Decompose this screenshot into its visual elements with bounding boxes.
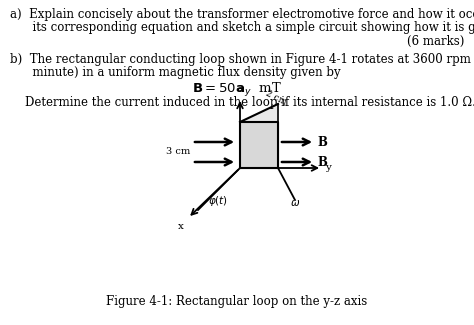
Text: b)  The rectangular conducting loop shown in Figure 4-1 rotates at 3600 rpm (rev: b) The rectangular conducting loop shown…: [10, 53, 474, 66]
Text: (6 marks): (6 marks): [407, 35, 464, 48]
Polygon shape: [240, 104, 278, 122]
Text: a)  Explain concisely about the transformer electromotive force and how it occur: a) Explain concisely about the transform…: [10, 8, 474, 21]
Text: $\varphi(t)$: $\varphi(t)$: [208, 194, 228, 208]
Text: 2 cm: 2 cm: [264, 89, 288, 107]
Text: z: z: [238, 85, 244, 94]
Polygon shape: [240, 122, 278, 168]
Text: $\omega$: $\omega$: [290, 198, 300, 208]
Text: B: B: [317, 136, 327, 149]
Text: $\mathbf{B} = 50\mathbf{a}_{y}$  mT: $\mathbf{B} = 50\mathbf{a}_{y}$ mT: [192, 81, 282, 99]
Text: x: x: [178, 222, 184, 231]
Text: Figure 4-1: Rectangular loop on the y-z axis: Figure 4-1: Rectangular loop on the y-z …: [106, 295, 368, 308]
Text: B: B: [317, 155, 327, 168]
Text: its corresponding equation and sketch a simple circuit showing how it is generat: its corresponding equation and sketch a …: [10, 21, 474, 34]
Text: Determine the current induced in the loop if its internal resistance is 1.0 Ω.: Determine the current induced in the loo…: [10, 96, 474, 109]
Text: minute) in a uniform magnetic flux density given by: minute) in a uniform magnetic flux densi…: [10, 66, 341, 79]
Text: y: y: [325, 163, 331, 173]
Text: 3 cm: 3 cm: [166, 147, 190, 155]
